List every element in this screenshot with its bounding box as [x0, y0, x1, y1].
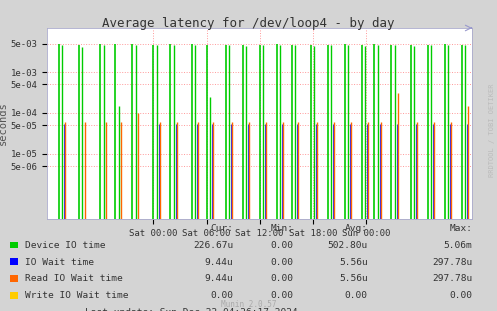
Y-axis label: seconds: seconds [0, 102, 8, 146]
Text: Cur:: Cur: [211, 224, 234, 233]
Text: 0.00: 0.00 [270, 275, 293, 283]
Text: 9.44u: 9.44u [205, 258, 234, 267]
Text: 0.00: 0.00 [211, 291, 234, 300]
Text: Min:: Min: [270, 224, 293, 233]
Text: Last update: Sun Dec 22 04:26:17 2024: Last update: Sun Dec 22 04:26:17 2024 [85, 308, 298, 311]
Text: IO Wait time: IO Wait time [25, 258, 94, 267]
Text: RRDTOOL / TOBI OETIKER: RRDTOOL / TOBI OETIKER [489, 84, 495, 177]
Text: Avg:: Avg: [345, 224, 368, 233]
Text: 0.00: 0.00 [449, 291, 472, 300]
Text: Read IO Wait time: Read IO Wait time [25, 275, 123, 283]
Text: 5.56u: 5.56u [339, 275, 368, 283]
Text: 502.80u: 502.80u [328, 241, 368, 250]
Text: 5.06m: 5.06m [443, 241, 472, 250]
Text: 0.00: 0.00 [270, 291, 293, 300]
Text: Average latency for /dev/loop4 - by day: Average latency for /dev/loop4 - by day [102, 17, 395, 30]
Text: Device IO time: Device IO time [25, 241, 105, 250]
Text: 226.67u: 226.67u [193, 241, 234, 250]
Text: 0.00: 0.00 [345, 291, 368, 300]
Text: 5.56u: 5.56u [339, 258, 368, 267]
Text: Max:: Max: [449, 224, 472, 233]
Text: 0.00: 0.00 [270, 241, 293, 250]
Text: 297.78u: 297.78u [432, 275, 472, 283]
Text: 9.44u: 9.44u [205, 275, 234, 283]
Text: Munin 2.0.57: Munin 2.0.57 [221, 300, 276, 309]
Text: 297.78u: 297.78u [432, 258, 472, 267]
Text: 0.00: 0.00 [270, 258, 293, 267]
Text: Write IO Wait time: Write IO Wait time [25, 291, 128, 300]
